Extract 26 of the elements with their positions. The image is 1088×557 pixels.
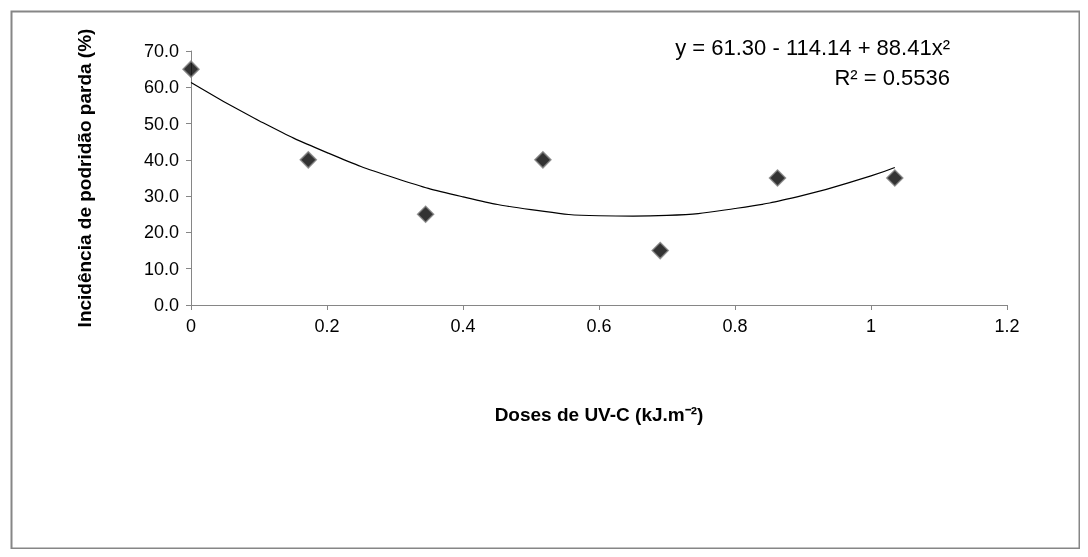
x-tick-label: 1.2 (994, 316, 1020, 336)
point (651, 241, 669, 260)
y-tick-label: 60.0 (143, 77, 179, 98)
x-tick-label: 1 (865, 316, 877, 336)
y-tick-label: 70.0 (143, 41, 179, 61)
x-tick-label: 0.6 (586, 316, 612, 336)
point (886, 169, 904, 187)
y-tick-label: 20.0 (143, 222, 179, 243)
y-tick-label: 30.0 (143, 186, 179, 207)
point (534, 151, 552, 169)
x-tick-label: 0 (185, 316, 197, 336)
annotation: y = 61.30 - 114.14 + 88.41x² (675, 34, 951, 60)
point (299, 151, 318, 169)
y-tick-label: 10.0 (143, 258, 179, 279)
y-tick-label: 50.0 (143, 113, 179, 134)
x-axis-title: Doses de UV-C (kJ.m⁻²) (494, 404, 704, 425)
y-axis-title: Incidência de podridão parda (%) (73, 28, 95, 328)
y-tick-label: 40.0 (143, 149, 179, 170)
point (768, 169, 787, 187)
x-tick-label: 0.8 (722, 316, 748, 336)
x-tick-label: 0.4 (450, 316, 476, 336)
annotation: R² = 0.5536 (834, 64, 950, 90)
point (416, 205, 435, 224)
x-tick-label: 0.2 (314, 316, 340, 336)
point (182, 60, 200, 78)
y-tick-label: 0.0 (153, 295, 179, 315)
